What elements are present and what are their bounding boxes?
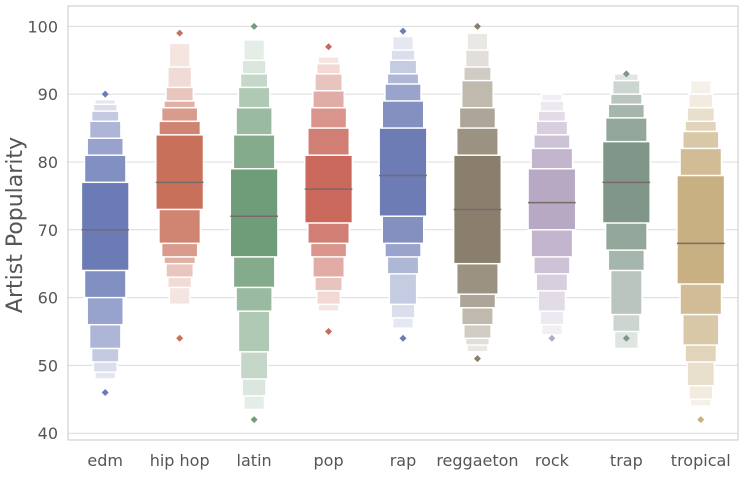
outlier-point — [176, 334, 184, 342]
boxen-hip-hop — [155, 29, 205, 342]
outlier-point — [176, 29, 184, 37]
boxen-rock — [527, 93, 577, 342]
x-tick-label: hip hop — [150, 451, 210, 470]
boxen-level-0 — [378, 127, 428, 217]
outlier-point — [101, 90, 109, 98]
boxen-plot — [80, 22, 726, 424]
y-tick-label: 100 — [27, 17, 58, 36]
outlier-point — [399, 334, 407, 342]
boxen-level-0 — [155, 134, 205, 211]
x-axis-ticks: edm hip hop latin pop rap reggaeton rock trap tr… — [87, 451, 730, 470]
x-tick-label: latin — [237, 451, 272, 470]
y-tick-label: 80 — [38, 153, 58, 172]
y-tick-label: 70 — [38, 221, 58, 240]
outlier-point — [473, 355, 481, 363]
x-tick-label: tropical — [671, 451, 731, 470]
outlier-point — [101, 389, 109, 397]
outlier-point — [697, 416, 705, 424]
x-tick-label: rock — [535, 451, 570, 470]
plot-frame — [67, 5, 739, 441]
y-tick-label: 50 — [38, 356, 58, 375]
outlier-point — [548, 334, 556, 342]
boxen-tropical — [676, 79, 726, 424]
outlier-point — [622, 70, 630, 78]
outlier-point — [325, 328, 333, 335]
x-tick-label: reggaeton — [436, 451, 518, 470]
y-axis-ticks: 40 50 60 70 80 90 100 — [27, 17, 58, 443]
outlier-point — [399, 27, 407, 35]
boxen-pop — [303, 43, 354, 335]
boxen-rap — [378, 27, 428, 342]
outlier-point — [473, 22, 481, 30]
x-tick-label: edm — [87, 451, 123, 470]
outlier-point — [250, 22, 258, 30]
boxen-level-0 — [229, 168, 279, 258]
boxen-level-0 — [80, 181, 130, 272]
y-tick-label: 90 — [38, 85, 58, 104]
y-axis-title: Artist Popularity — [3, 137, 28, 313]
boxen-level-0 — [527, 168, 577, 231]
boxen-reggaeton — [452, 22, 503, 363]
boxen-edm — [80, 90, 130, 397]
outlier-point — [250, 416, 258, 424]
boxen-trap — [601, 70, 651, 350]
outlier-point — [325, 43, 333, 51]
y-tick-label: 60 — [38, 289, 58, 308]
outlier-point — [622, 334, 630, 342]
boxen-level-0 — [676, 174, 726, 285]
y-tick-label: 40 — [38, 424, 58, 443]
x-tick-label: rap — [390, 451, 417, 470]
x-tick-label: pop — [314, 451, 344, 470]
x-tick-label: trap — [610, 451, 643, 470]
boxen-latin — [229, 22, 279, 424]
